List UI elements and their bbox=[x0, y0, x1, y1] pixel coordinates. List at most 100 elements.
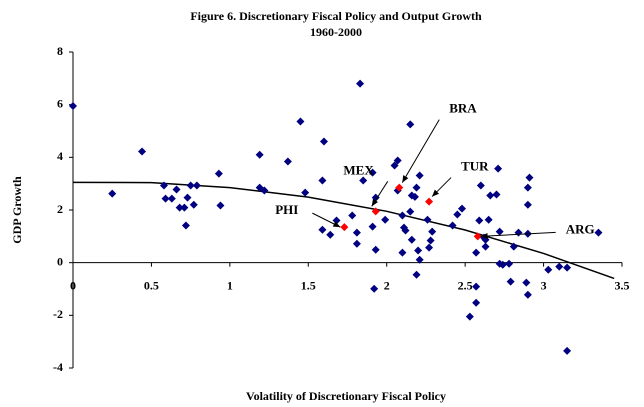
data-point bbox=[395, 183, 404, 192]
data-point bbox=[406, 207, 415, 216]
data-point bbox=[352, 239, 361, 248]
data-point bbox=[368, 168, 377, 177]
data-point bbox=[522, 278, 531, 287]
x-tick-label: 0 bbox=[70, 278, 76, 292]
data-point bbox=[465, 312, 474, 321]
data-point bbox=[183, 193, 192, 202]
data-point bbox=[453, 210, 462, 219]
annotation-label: BRA bbox=[449, 101, 477, 116]
data-point bbox=[481, 242, 490, 251]
data-point bbox=[426, 236, 435, 245]
data-point bbox=[186, 181, 195, 190]
data-point bbox=[473, 232, 482, 241]
data-point bbox=[398, 211, 407, 220]
data-point bbox=[356, 79, 365, 88]
data-point bbox=[138, 147, 147, 156]
x-tick-label: 2.5 bbox=[458, 278, 473, 292]
data-point bbox=[425, 243, 434, 252]
data-point bbox=[352, 228, 361, 237]
data-point bbox=[390, 161, 399, 170]
annotation-arrow bbox=[431, 177, 452, 197]
data-point bbox=[544, 265, 553, 274]
x-tick-label: 3.5 bbox=[615, 278, 630, 292]
data-point bbox=[523, 200, 532, 209]
data-point bbox=[326, 230, 335, 239]
data-point bbox=[509, 242, 518, 251]
data-point bbox=[448, 221, 457, 230]
y-tick-label: -4 bbox=[53, 360, 63, 374]
annotation-label: ARG bbox=[566, 221, 595, 236]
data-point bbox=[318, 225, 327, 234]
chart-subtitle: 1960-2000 bbox=[310, 25, 362, 39]
data-point bbox=[260, 186, 269, 195]
data-point bbox=[494, 164, 503, 173]
data-point bbox=[192, 181, 201, 190]
data-point bbox=[484, 215, 493, 224]
data-point bbox=[216, 201, 225, 210]
x-tick-label: 2 bbox=[384, 278, 390, 292]
data-point bbox=[348, 211, 357, 220]
data-point bbox=[371, 207, 380, 216]
data-point bbox=[181, 221, 190, 230]
x-tick-label: 1.5 bbox=[301, 278, 316, 292]
data-point bbox=[318, 176, 327, 185]
data-point bbox=[340, 223, 349, 232]
data-point bbox=[563, 263, 572, 272]
data-point bbox=[368, 222, 377, 231]
trend-line bbox=[72, 181, 615, 280]
data-point bbox=[492, 190, 501, 199]
data-point bbox=[301, 188, 310, 197]
annotation-arrow bbox=[480, 231, 556, 239]
data-point bbox=[69, 101, 77, 110]
data-point bbox=[255, 150, 264, 159]
data-point bbox=[525, 173, 534, 182]
data-point bbox=[476, 181, 485, 190]
data-point bbox=[407, 235, 416, 244]
data-point bbox=[359, 176, 368, 185]
data-point bbox=[495, 227, 504, 236]
data-point bbox=[555, 262, 564, 271]
data-point bbox=[214, 169, 223, 178]
x-tick-label: 0.5 bbox=[144, 278, 159, 292]
data-point bbox=[472, 248, 481, 257]
data-point bbox=[410, 192, 419, 201]
data-point bbox=[415, 171, 424, 180]
data-point bbox=[425, 197, 434, 206]
data-point bbox=[415, 255, 424, 264]
data-point bbox=[283, 157, 292, 166]
data-point bbox=[523, 183, 532, 192]
y-tick-label: -2 bbox=[53, 307, 63, 321]
data-point bbox=[412, 183, 421, 192]
annotation-label: MEX bbox=[343, 162, 374, 177]
data-point bbox=[296, 117, 305, 126]
data-point bbox=[472, 282, 481, 291]
data-point bbox=[498, 260, 507, 269]
chart-title: Figure 6. Discretionary Fiscal Policy an… bbox=[190, 9, 482, 23]
data-point bbox=[412, 270, 421, 279]
annotation-arrow bbox=[401, 119, 440, 183]
data-point bbox=[398, 248, 407, 257]
data-point bbox=[319, 137, 328, 146]
data-point bbox=[563, 346, 572, 355]
annotation-arrow bbox=[371, 181, 389, 207]
annotation-arrow bbox=[312, 212, 341, 228]
data-point bbox=[472, 298, 481, 307]
data-point bbox=[506, 277, 515, 286]
y-tick-label: 4 bbox=[57, 149, 63, 163]
data-point bbox=[161, 194, 170, 203]
data-point bbox=[108, 189, 117, 198]
annotation-label: PHI bbox=[275, 202, 298, 217]
y-axis-label: GDP Growth bbox=[10, 176, 24, 244]
y-tick-label: 2 bbox=[57, 202, 63, 216]
data-point bbox=[486, 191, 495, 200]
x-axis-label: Volatility of Discretionary Fiscal Polic… bbox=[246, 389, 446, 403]
data-point bbox=[172, 185, 181, 194]
data-point bbox=[371, 245, 380, 254]
data-point bbox=[370, 284, 379, 293]
data-point bbox=[458, 204, 467, 213]
data-point bbox=[159, 181, 168, 190]
data-point bbox=[414, 246, 423, 255]
data-point bbox=[401, 226, 410, 235]
y-tick-label: 8 bbox=[57, 44, 63, 58]
